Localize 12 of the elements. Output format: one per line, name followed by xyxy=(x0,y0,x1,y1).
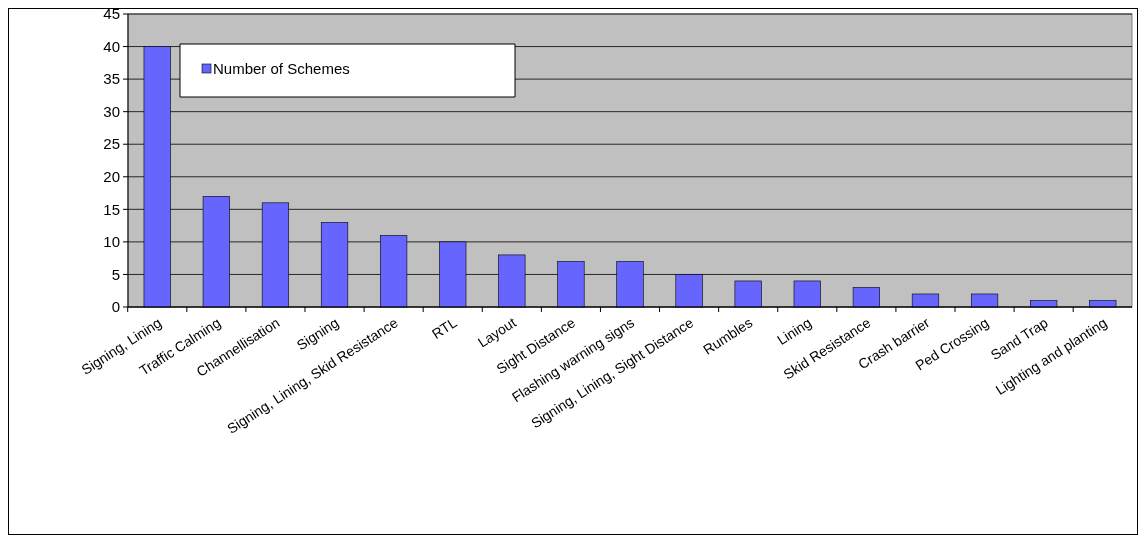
y-tick-label: 35 xyxy=(103,70,120,88)
legend-label: Number of Schemes xyxy=(213,60,350,78)
y-tick-label: 15 xyxy=(103,200,120,218)
y-tick-label: 10 xyxy=(103,233,120,251)
y-tick-label: 25 xyxy=(103,135,120,153)
y-tick-label: 30 xyxy=(103,102,120,120)
x-tick-label: RTL xyxy=(429,314,460,343)
y-tick-label: 20 xyxy=(103,168,120,186)
y-tick-label: 5 xyxy=(111,265,120,283)
y-tick-label: 0 xyxy=(111,298,120,316)
y-tick-label: 45 xyxy=(103,5,120,23)
y-tick-label: 40 xyxy=(103,37,120,55)
